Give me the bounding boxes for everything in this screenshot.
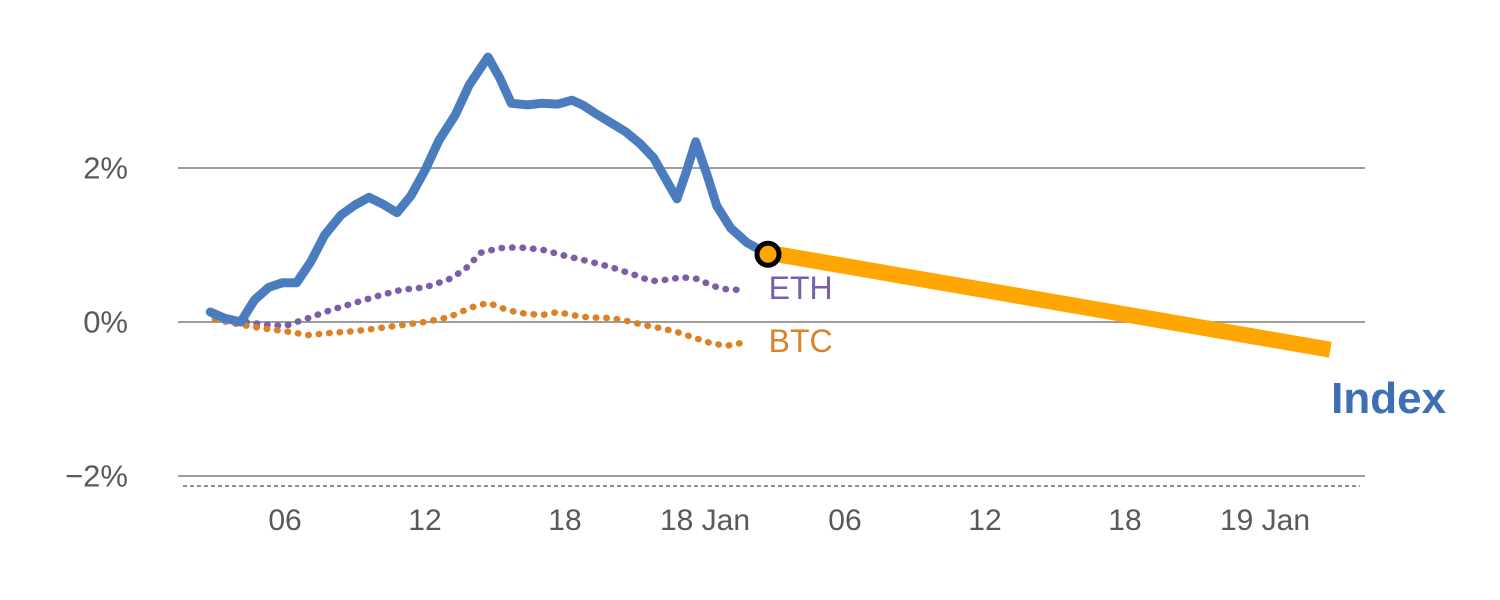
x-tick-label-0: 06	[268, 504, 302, 537]
y-tick-label-1: 0%	[83, 304, 128, 340]
y-tick-label-2: −2%	[65, 458, 128, 494]
series-label-eth: ETH	[768, 270, 833, 307]
x-tick-label-6: 18	[1108, 504, 1142, 537]
x-tick-label-1: 12	[408, 504, 442, 537]
drag-handle-marker[interactable]	[754, 240, 782, 268]
series-label-btc: BTC	[768, 323, 833, 360]
series-line-projection[interactable]	[766, 244, 1332, 358]
x-tick-label-7: 19 Jan	[1219, 504, 1311, 537]
x-tick-label-4: 06	[828, 504, 862, 537]
series-label-index: Index	[1331, 374, 1447, 423]
series-line-eth	[211, 244, 748, 330]
y-tick-label-0: 2%	[83, 150, 128, 186]
x-tick-label-5: 12	[968, 504, 1002, 537]
x-tick-label-2: 18	[548, 504, 582, 537]
x-tick-label-3: 18 Jan	[659, 504, 751, 537]
series-line-btc	[211, 299, 746, 350]
series-line-index	[205, 52, 773, 327]
